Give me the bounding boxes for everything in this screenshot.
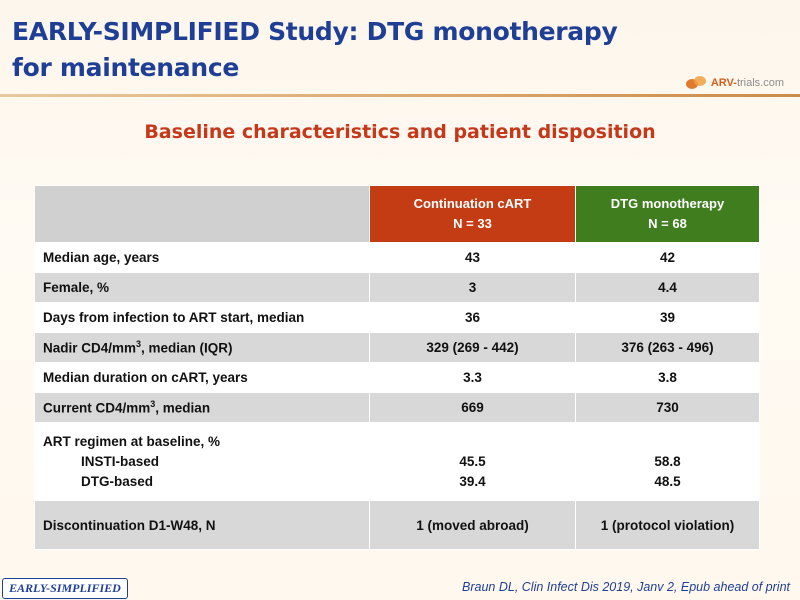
table-header-row: Continuation cART N = 33 DTG monotherapy… bbox=[34, 185, 760, 243]
cart-value: 3.3 bbox=[369, 362, 576, 393]
dtg-value: 3.8 bbox=[575, 362, 760, 393]
arv-trials-logo: ARV-trials.com bbox=[685, 76, 784, 90]
table-row: Discontinuation D1-W48, N 1 (moved abroa… bbox=[34, 500, 760, 550]
dtg-dtg-value: 48.5 bbox=[654, 473, 681, 489]
table-header-corner bbox=[34, 185, 370, 243]
row-label: Nadir CD4/mm3, median (IQR) bbox=[34, 332, 370, 363]
arv-trials-logo-text: ARV-trials.com bbox=[710, 77, 784, 89]
cart-insti-value: 45.5 bbox=[459, 453, 486, 469]
cart-dtg-value: 39.4 bbox=[459, 473, 486, 489]
dtg-value: 730 bbox=[575, 392, 760, 423]
dtg-based-label: DTG-based bbox=[81, 473, 154, 489]
row-label: Days from infection to ART start, median bbox=[34, 302, 370, 333]
study-badge: EARLY-SIMPLIFIED bbox=[2, 578, 128, 599]
column-header-continuation-cart: Continuation cART N = 33 bbox=[369, 185, 576, 243]
dtg-value: 42 bbox=[575, 242, 760, 273]
row-label: Median age, years bbox=[34, 242, 370, 273]
row-label: Median duration on cART, years bbox=[34, 362, 370, 393]
table-row: Median duration on cART, years 3.3 3.8 bbox=[34, 362, 760, 393]
column-header-dtg-monotherapy: DTG monotherapy N = 68 bbox=[575, 185, 760, 243]
arv-trials-logo-icon bbox=[685, 76, 708, 90]
insti-based-label: INSTI-based bbox=[81, 453, 160, 469]
dtg-value: 1 (protocol violation) bbox=[575, 500, 760, 550]
row-label: Current CD4/mm3, median bbox=[34, 392, 370, 423]
table-row: Days from infection to ART start, median… bbox=[34, 302, 760, 333]
row-label: Female, % bbox=[34, 272, 370, 303]
table-row: Female, % 3 4.4 bbox=[34, 272, 760, 303]
table-row: Median age, years 43 42 bbox=[34, 242, 760, 273]
dtg-value: 376 (263 - 496) bbox=[575, 332, 760, 363]
cart-value: 45.5 39.4 bbox=[369, 422, 576, 501]
table-row: ART regimen at baseline, % INSTI-based D… bbox=[34, 422, 760, 501]
dtg-value: 4.4 bbox=[575, 272, 760, 303]
cart-value: 3 bbox=[369, 272, 576, 303]
citation: Braun DL, Clin Infect Dis 2019, Janv 2, … bbox=[462, 580, 790, 594]
cart-value: 43 bbox=[369, 242, 576, 273]
slide-subtitle: Baseline characteristics and patient dis… bbox=[144, 121, 656, 143]
row-label: Discontinuation D1-W48, N bbox=[34, 500, 370, 550]
table-row: Nadir CD4/mm3, median (IQR) 329 (269 - 4… bbox=[34, 332, 760, 363]
art-regimen-label: ART regimen at baseline, % bbox=[43, 433, 221, 449]
dtg-value: 58.8 48.5 bbox=[575, 422, 760, 501]
row-label: ART regimen at baseline, % INSTI-based D… bbox=[34, 422, 370, 501]
title-divider bbox=[0, 94, 800, 97]
cart-value: 329 (269 - 442) bbox=[369, 332, 576, 363]
table-row: Current CD4/mm3, median 669 730 bbox=[34, 392, 760, 423]
slide-title: EARLY-SIMPLIFIED Study: DTG monotherapy … bbox=[12, 14, 652, 86]
slide-title-line-1: EARLY-SIMPLIFIED Study: DTG monotherapy bbox=[12, 17, 618, 46]
dtg-value: 39 bbox=[575, 302, 760, 333]
cart-value: 1 (moved abroad) bbox=[369, 500, 576, 550]
baseline-characteristics-table: Continuation cART N = 33 DTG monotherapy… bbox=[34, 185, 760, 550]
slide-title-line-2: for maintenance bbox=[12, 53, 240, 82]
dtg-insti-value: 58.8 bbox=[654, 453, 681, 469]
cart-value: 669 bbox=[369, 392, 576, 423]
cart-value: 36 bbox=[369, 302, 576, 333]
